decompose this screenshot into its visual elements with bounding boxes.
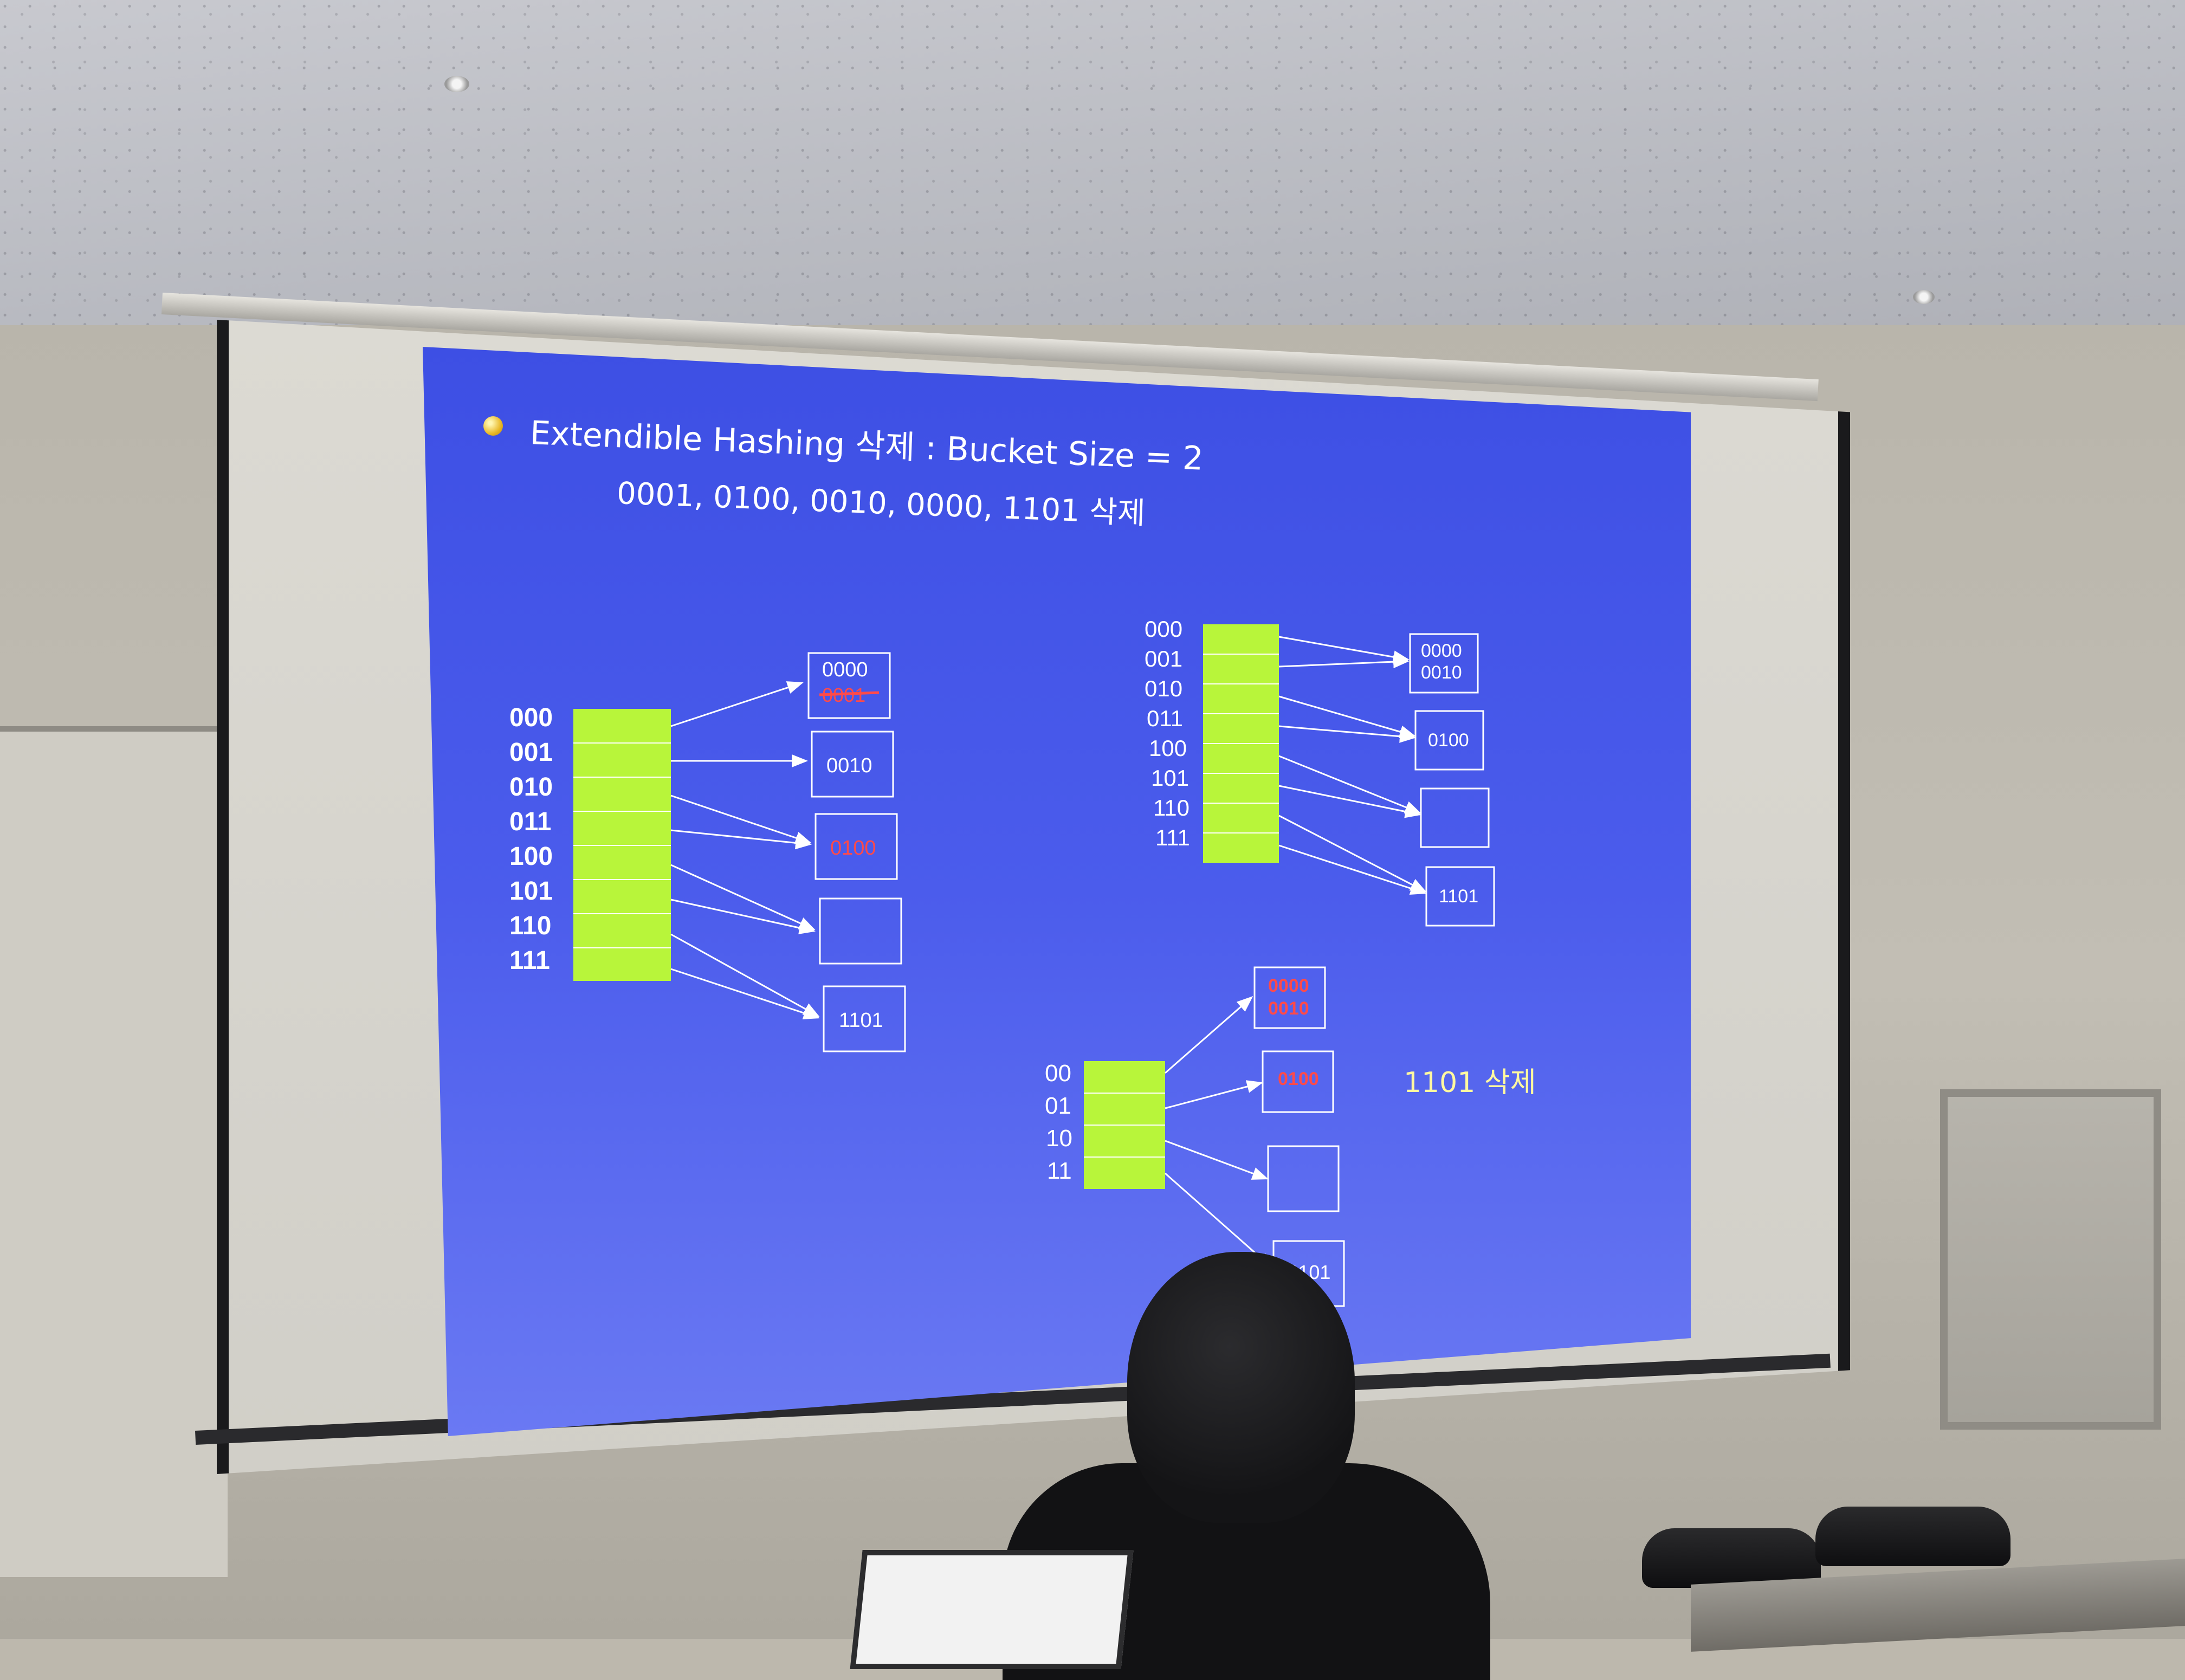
- directory-row-lines-right: [1203, 654, 1279, 833]
- buckets-right: [1409, 633, 1495, 927]
- bucket-box: [1262, 1050, 1334, 1113]
- bucket-box: [1414, 710, 1484, 771]
- dir-label: 010: [509, 773, 553, 802]
- bucket-value: 0010: [826, 754, 872, 777]
- bucket-box: [814, 813, 898, 880]
- bucket-value-highlight: 0010: [1268, 998, 1309, 1019]
- dir-label: 111: [1155, 825, 1190, 850]
- pointers-right: [1278, 636, 1427, 895]
- bucket-box: [1409, 633, 1479, 694]
- dir-label: 100: [1149, 735, 1187, 761]
- dir-label: 000: [509, 703, 553, 732]
- dir-label: 010: [1145, 676, 1182, 701]
- wall-panel-box: [1940, 1089, 2161, 1430]
- bucket-value: 0000: [822, 658, 868, 681]
- bucket-box: [819, 897, 902, 965]
- directory-labels-bottom: 00 01 10 11: [1045, 1060, 1072, 1184]
- dir-label: 01: [1045, 1093, 1071, 1119]
- dir-label: 00: [1045, 1060, 1071, 1087]
- bullet-icon: [483, 416, 503, 436]
- dir-label: 001: [509, 738, 553, 767]
- dir-label: 10: [1046, 1125, 1072, 1152]
- directory-labels-left: 000 001 010 011 100 101 110 111: [509, 703, 553, 975]
- bucket-value: 1101: [839, 1009, 883, 1032]
- dir-label: 101: [1151, 765, 1189, 791]
- bucket-box: [823, 985, 906, 1052]
- diagram-left: 000 001 010 011 100 101 110 111: [509, 652, 906, 1052]
- ceiling-light-right: [1913, 290, 1935, 304]
- laptop-screen: [850, 1550, 1134, 1669]
- pointers-bottom: [1165, 996, 1274, 1269]
- dir-label: 101: [509, 877, 553, 906]
- strikethrough-mark: [819, 691, 880, 696]
- hashing-diagrams: 000 001 010 011 100 101 110 111: [509, 616, 1536, 1307]
- bucket-box: [807, 652, 891, 719]
- chair: [1815, 1507, 2011, 1566]
- bucket-value: 0010: [1421, 662, 1462, 683]
- bucket-value: 0100: [1428, 730, 1469, 751]
- directory-row-lines-left: [573, 742, 671, 948]
- directory-labels-right: 000 001 010 011 100 101 110 111: [1145, 616, 1190, 850]
- bucket-value: 0000: [1421, 641, 1462, 661]
- projected-slide: Extendible Hashing 삭제 : Bucket Size = 2 …: [423, 347, 1691, 1436]
- bucket-box: [1420, 787, 1490, 848]
- pointers-left: [670, 681, 820, 1019]
- bucket-box: [1253, 966, 1326, 1029]
- dir-label: 111: [509, 946, 550, 975]
- diagram-bottom: 00 01 10 11 000: [1045, 966, 1536, 1307]
- chair: [1642, 1528, 1821, 1588]
- bucket-box: [1425, 866, 1495, 927]
- buckets-bottom: [1253, 966, 1345, 1307]
- bucket-value-highlight: 0100: [830, 837, 876, 860]
- bucket-value: 1101: [1439, 886, 1478, 907]
- bucket-value-highlight: 0000: [1268, 975, 1309, 996]
- deletion-note: 1101 삭제: [1404, 1067, 1536, 1099]
- dir-label: 000: [1145, 616, 1182, 642]
- dir-label: 011: [509, 807, 551, 836]
- bucket-box: [811, 731, 894, 798]
- dir-label: 110: [509, 912, 551, 940]
- dir-label: 110: [1153, 795, 1190, 820]
- dir-label: 100: [509, 842, 553, 871]
- bucket-value-highlight: 0100: [1278, 1069, 1319, 1089]
- directory-row-lines-bottom: [1084, 1093, 1165, 1158]
- bucket-box: [1267, 1145, 1340, 1212]
- diagram-right: 000 001 010 011 100 101 110 111: [1145, 616, 1495, 927]
- dir-label: 001: [1145, 646, 1182, 671]
- dir-label: 11: [1047, 1158, 1072, 1184]
- buckets-left: [807, 652, 906, 1052]
- dir-label: 011: [1147, 706, 1183, 731]
- ceiling-light-left: [444, 76, 469, 92]
- whiteboard: [0, 726, 228, 1577]
- audience-person-head: [1127, 1252, 1355, 1523]
